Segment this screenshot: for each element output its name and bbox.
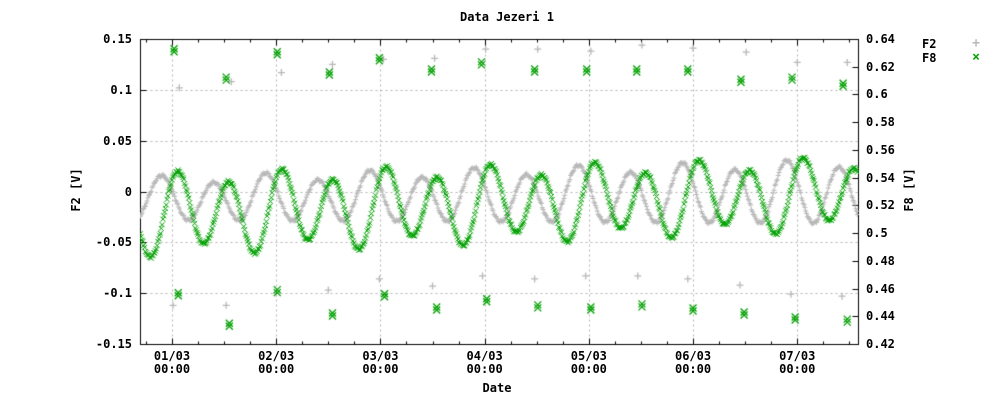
y2-tick-label: 0.48 [866, 253, 895, 268]
y-tick-label: -0.15 [95, 337, 132, 351]
x-tick-label: 01/03 00:00 [153, 349, 191, 376]
legend-item-f8: F8 × [922, 50, 980, 66]
y2-tick-label: 0.56 [866, 142, 895, 157]
y2-tick-label: 0.62 [866, 59, 895, 74]
legend-label-f2: F2 [922, 37, 937, 51]
y2-tick-label: 0.54 [866, 170, 895, 185]
x-tick-label: 06/03 00:00 [674, 349, 712, 376]
x-tick-label: 07/03 00:00 [779, 349, 816, 376]
y-tick-label: -0.05 [95, 235, 132, 250]
x-tick-label: 05/03 00:00 [570, 349, 607, 376]
chart-title: Data Jezeri 1 [460, 10, 554, 24]
y-tick-label: 0.05 [103, 133, 132, 148]
y2-tick-label: 0.58 [866, 115, 895, 130]
legend: F2 + F8 × [922, 36, 980, 66]
y2-tick-label: 0.64 [866, 32, 895, 46]
plus-marker-icon: + [972, 36, 980, 51]
y2-tick-label: 0.46 [866, 281, 895, 296]
cross-marker-icon: × [972, 50, 980, 65]
y-tick-label: 0.15 [103, 32, 132, 46]
legend-item-f2: F2 + [922, 36, 980, 52]
legend-label-f8: F8 [922, 51, 937, 65]
y2-tick-label: 0.6 [866, 87, 888, 102]
y-tick-label: -0.1 [103, 286, 132, 301]
x-axis-label: Date [482, 381, 512, 395]
y-tick-label: 0.1 [110, 82, 132, 97]
y2-tick-label: 0.52 [866, 198, 895, 213]
y2-tick-label: 0.42 [866, 337, 895, 351]
x-tick-label: 04/03 00:00 [466, 349, 503, 376]
y2-tick-label: 0.44 [866, 309, 895, 324]
x-tick-label: 03/03 00:00 [362, 349, 399, 376]
y-tick-label: 0 [124, 184, 132, 199]
x-tick-label: 02/03 00:00 [258, 349, 295, 376]
y2-tick-label: 0.5 [866, 226, 888, 241]
